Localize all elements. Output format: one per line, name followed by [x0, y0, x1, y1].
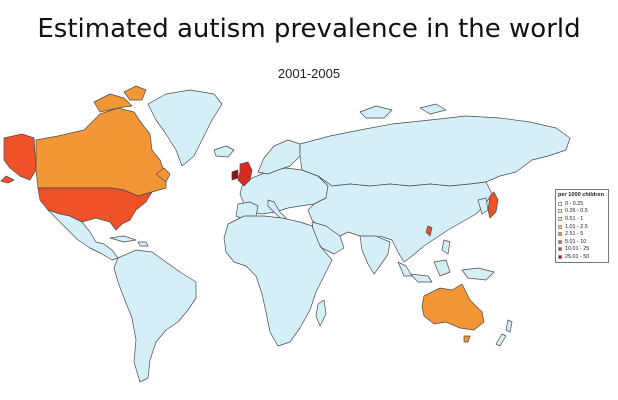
legend-title: per 1000 children — [558, 192, 605, 198]
legend-label: 25.01 - 50 — [565, 253, 590, 260]
legend-label: 10.01 - 25 — [565, 246, 590, 253]
alaska-region — [3, 133, 37, 181]
legend-item: 25.01 - 50 — [558, 253, 606, 261]
new-zealand-islands — [505, 319, 513, 333]
caribbean-islands — [109, 235, 137, 243]
canada-east-island — [155, 167, 171, 183]
canadian-arctic-islands — [93, 93, 133, 113]
iceland-region — [213, 145, 235, 158]
africa-region — [223, 215, 333, 347]
legend-item: 5.01 - 10 — [558, 238, 606, 246]
legend-item: 0.26 - 0.5 — [558, 208, 606, 216]
legend-label: 1.01 - 2.5 — [565, 223, 588, 230]
new-guinea-island — [461, 267, 495, 281]
korea-region — [477, 197, 489, 215]
legend-item: 0.51 - 1 — [558, 215, 606, 223]
taiwan-region — [425, 225, 433, 237]
legend-swatch — [558, 239, 562, 244]
ireland-region — [231, 169, 239, 181]
legend-label: 5.01 - 10 — [565, 238, 587, 245]
legend-swatch — [558, 224, 562, 229]
borneo-island — [433, 259, 451, 277]
new-zealand-islands-2 — [495, 333, 507, 347]
canadian-arctic-islands-2 — [123, 85, 147, 101]
australia-region — [421, 283, 485, 331]
usa-region — [37, 187, 153, 231]
legend-item: 2.51 - 5 — [558, 230, 606, 238]
legend-label: 2.51 - 5 — [565, 231, 584, 238]
russia-region — [299, 115, 571, 187]
tasmania-island — [463, 335, 471, 343]
legend-item: 10.01 - 25 — [558, 246, 606, 254]
legend-label: 0.26 - 0.5 — [565, 208, 588, 215]
arctic-islands — [359, 105, 393, 119]
legend-swatch — [558, 201, 562, 206]
legend-swatch — [558, 247, 562, 252]
south-america-region — [113, 249, 197, 383]
legend-label: 0.51 - 1 — [565, 215, 584, 222]
legend-item: 1.01 - 2.5 — [558, 223, 606, 231]
legend-swatch — [558, 232, 562, 237]
mexico-region — [47, 209, 119, 261]
madagascar-island — [315, 299, 327, 327]
india-region — [359, 235, 391, 275]
legend-item: 0 - 0.25 — [558, 200, 606, 208]
uk-region — [237, 161, 253, 187]
indonesia-islands — [409, 273, 433, 283]
greenland-region — [147, 89, 223, 167]
philippines-islands — [441, 239, 451, 255]
legend-swatch — [558, 254, 562, 259]
arctic-islands-2 — [419, 103, 447, 115]
map-title: Estimated autism prevalence in the world — [37, 14, 581, 44]
caribbean-islands-2 — [137, 241, 149, 247]
legend-swatch — [558, 209, 562, 214]
sumatra-island — [397, 261, 413, 277]
map-subtitle: 2001-2005 — [277, 66, 341, 81]
alaska-chain — [0, 175, 15, 184]
map-legend: per 1000 children 0 - 0.25 0.26 - 0.5 0.… — [555, 189, 609, 263]
legend-label: 0 - 0.25 — [565, 200, 584, 207]
canada-region — [35, 107, 167, 197]
legend-swatch — [558, 216, 562, 221]
japan-region — [487, 191, 499, 219]
